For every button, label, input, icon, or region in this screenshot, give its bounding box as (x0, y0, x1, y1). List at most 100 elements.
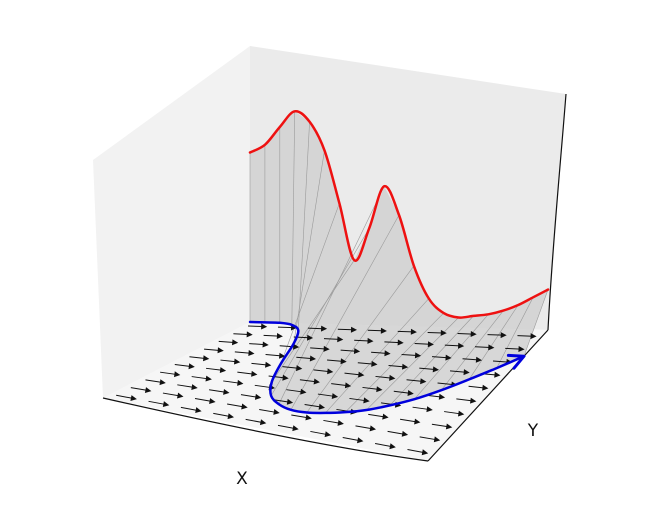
series-line-blue (248, 320, 526, 415)
quiver-arrow-shaft (419, 436, 437, 441)
quiver-arrow-shaft (116, 394, 134, 399)
quiver-arrow-shaft (218, 340, 235, 343)
quiver-arrow-shaft (313, 369, 330, 373)
quiver-arrow-head (363, 397, 370, 404)
quiver-arrow-shaft (177, 384, 194, 388)
quiver-arrow-shaft (505, 347, 521, 350)
quiver-arrow-head (402, 363, 409, 370)
quiver-arrow-head (130, 395, 137, 401)
quiver-arrow-shaft (427, 331, 443, 334)
quiver-arrow-head (397, 339, 404, 346)
quiver-arrow-shaft (310, 430, 328, 436)
quiver-arrow-shaft (444, 344, 461, 347)
quiver-arrow-shaft (517, 335, 533, 337)
quiver-arrow-head (209, 398, 216, 404)
quiver-arrow-shaft (492, 360, 509, 363)
quiver-arrow-head (292, 425, 299, 432)
quiver-arrow-shaft (401, 353, 418, 357)
quiver-arrow-shaft (444, 411, 461, 415)
quiver-arrow-shaft (220, 359, 237, 363)
quiver-arrow-head (433, 436, 441, 443)
quiver-arrow-head (426, 406, 433, 413)
quiver-arrow-head (470, 331, 477, 337)
quiver-arrow-head (445, 354, 452, 361)
quiver-arrow-head (223, 389, 230, 395)
quiver-arrow-head (475, 356, 482, 363)
series-arrowhead-blue (506, 353, 526, 370)
quiver-arrow-head (159, 379, 166, 386)
quiver-arrow-shaft (323, 419, 341, 424)
curtain-hatch (496, 297, 534, 369)
quiver-arrow-shaft (349, 397, 366, 402)
quiver-arrow-shaft (331, 383, 348, 387)
quiver-arrow-head (445, 423, 453, 430)
quiver-arrow-shaft (487, 334, 503, 336)
quiver-arrow-shaft (456, 398, 473, 402)
quiver-arrow-shaft (248, 325, 264, 328)
quiver-arrow-shaft (209, 389, 226, 393)
quiver-arrow-head (276, 333, 283, 339)
curtain-hatch (441, 310, 504, 391)
quiver-arrow-shaft (268, 375, 285, 379)
quiver-arrow-shaft (304, 404, 322, 408)
quiver-arrow-shaft (457, 333, 473, 335)
quiver-arrow-head (414, 418, 421, 425)
quiver-arrow-head (357, 437, 364, 444)
quiver-arrow-head (470, 397, 477, 404)
quiver-arrow-head (321, 325, 328, 332)
quiver-arrow-head (340, 358, 347, 365)
quiver-arrow-head (273, 409, 280, 415)
quiver-arrow-head (384, 350, 391, 357)
quiver-arrow-head (234, 358, 241, 365)
quiver-arrow-shaft (237, 371, 254, 375)
quiver-arrow-head (259, 419, 267, 426)
quiver-arrow-shaft (362, 386, 379, 390)
quiver-arrow-head (458, 410, 465, 417)
quiver-arrow-shaft (227, 403, 244, 408)
quiver-arrow-head (300, 388, 307, 395)
quiver-arrow-shaft (375, 442, 392, 448)
quiver-arrow-shaft (357, 362, 374, 365)
quiver-arrow-head (174, 371, 181, 378)
quiver-arrow-head (307, 334, 314, 341)
quiver-arrow-shaft (249, 343, 265, 346)
curtain-hatch (290, 214, 400, 410)
curtain-hatch (291, 111, 295, 325)
quiver-arrow-head (205, 375, 212, 382)
quiver-arrow-head (203, 355, 210, 362)
quiver-arrow-head (217, 347, 224, 354)
curtain-fill (249, 111, 549, 414)
quiver-arrow-head (261, 323, 268, 330)
quiver-arrow-shaft (213, 412, 231, 417)
quiver-arrow-head (350, 326, 357, 333)
quiver-arrow-shaft (323, 338, 340, 340)
quiver-arrow-head (195, 407, 202, 413)
curtain-hatch (306, 265, 415, 413)
quiver-arrow-shaft (204, 348, 220, 351)
quiver-arrow-shaft (162, 392, 180, 397)
quiver-arrow-shaft (393, 390, 410, 394)
quiver-arrow-shaft (337, 328, 354, 331)
quiver-arrow-head (494, 371, 501, 378)
quiver-arrow-shaft (180, 406, 198, 411)
quiver-arrow-head (191, 384, 198, 390)
z-axis-line (547, 93, 567, 331)
quiver-arrow-shaft (277, 326, 294, 329)
quiver-arrow-shaft (254, 384, 272, 389)
quiver-arrow-head (371, 360, 378, 367)
quiver-arrow-head (305, 414, 312, 421)
quiver-arrow-head (219, 367, 227, 373)
quiver-arrow-head (427, 341, 434, 348)
series-line-red (248, 109, 550, 319)
quiver-arrow-shaft (412, 406, 429, 410)
quiver-arrow-head (318, 403, 325, 410)
quiver-arrow-shaft (368, 413, 385, 418)
quiver-arrow-shaft (233, 333, 249, 336)
quiver-arrow-shaft (387, 430, 405, 435)
quiver-arrow-shaft (468, 385, 485, 389)
quiver-arrow-shaft (355, 425, 373, 430)
quiver-arrow-shaft (174, 363, 191, 367)
quiver-arrow-shaft (342, 436, 360, 442)
